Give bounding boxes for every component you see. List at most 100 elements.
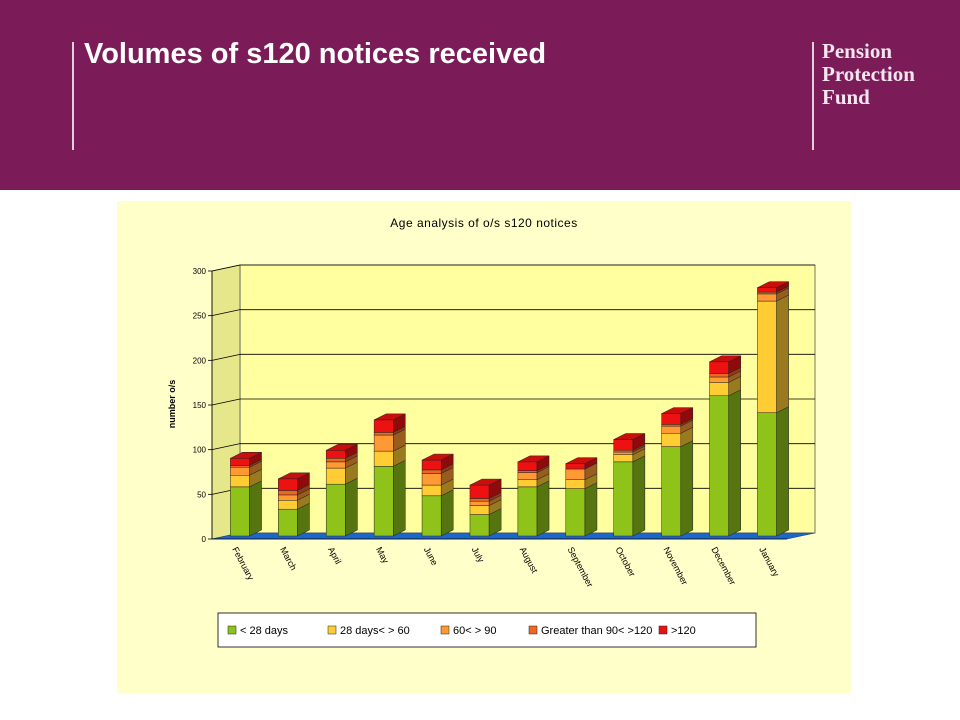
bar-segment <box>517 472 538 480</box>
bar-segment-side <box>632 455 646 537</box>
legend-entry: >120 <box>671 625 696 637</box>
bar-segment <box>613 451 634 455</box>
bar-segment <box>661 424 682 427</box>
x-tick-label: December <box>709 545 737 586</box>
bar-segment <box>469 500 490 506</box>
bar-segment <box>709 376 729 383</box>
bar-top <box>757 281 789 288</box>
bar-segment <box>278 478 298 491</box>
bar-segment-side <box>345 477 358 537</box>
bar-segment <box>469 514 490 537</box>
bar-segment <box>517 479 538 488</box>
gridline-side <box>211 353 241 361</box>
bar-segment <box>709 395 729 537</box>
bar-segment <box>421 473 442 486</box>
x-tick-label: November <box>661 545 689 586</box>
bar-segment <box>325 467 346 485</box>
x-tick-label: June <box>422 545 440 567</box>
bar-top <box>374 413 406 421</box>
y-axis-label: number o/s <box>167 380 177 429</box>
pension-protection-fund-logo: Pension Protection Fund <box>822 40 915 109</box>
bar-segment <box>613 449 634 453</box>
bar-segment <box>421 495 442 537</box>
bar-segment <box>469 498 490 502</box>
bar-segment-side <box>536 480 550 537</box>
bar-segment <box>517 461 538 472</box>
header-divider-right <box>812 42 814 150</box>
bar-segment <box>421 469 442 474</box>
bar-segment <box>373 450 394 467</box>
bar-segment <box>613 461 634 537</box>
x-tick-label: January <box>757 545 781 578</box>
gridline-side <box>211 264 241 272</box>
bar-segment <box>325 458 346 463</box>
bar-segment <box>325 461 346 469</box>
bar-top <box>278 472 310 480</box>
x-tick-label: February <box>230 545 256 582</box>
bar-segment <box>565 463 586 470</box>
bar-top <box>565 457 598 464</box>
bar-segment-side <box>393 459 406 537</box>
bar-segment <box>757 293 777 302</box>
bar-segment <box>565 468 586 480</box>
bar-top <box>326 443 358 451</box>
gridline-side <box>211 309 241 317</box>
bar-segment <box>469 484 490 499</box>
y-tick-label: 50 <box>197 490 206 499</box>
bar-segment <box>421 484 442 497</box>
bar-segment <box>661 446 682 537</box>
legend-swatch <box>440 625 450 635</box>
legend-swatch <box>528 625 538 635</box>
gridline-side <box>211 398 241 406</box>
age-analysis-chart: Age analysis of o/s s120 notices number … <box>167 216 816 648</box>
x-tick-label: October <box>614 545 638 578</box>
bar-segment <box>230 458 250 466</box>
bar-segment-side <box>680 440 694 537</box>
bar-segment <box>757 287 777 293</box>
bar-segment <box>613 454 634 463</box>
bar-segment-side <box>776 294 789 414</box>
legend-swatch <box>227 625 237 635</box>
bar-segment <box>373 466 394 537</box>
legend-swatch <box>327 625 337 635</box>
bar-segment-side <box>728 389 741 537</box>
plot-area: 0 50 100 150 200 250 300 February March April May J… <box>193 264 816 589</box>
chart-panel: Age analysis of o/s s120 notices number … <box>117 201 851 693</box>
legend: < 28 days 28 days< > 60 60< > 90 Greater th… <box>217 612 757 648</box>
bar-segment <box>757 412 777 537</box>
page-title: Volumes of s120 notices received <box>84 38 547 70</box>
bar-segment <box>278 490 298 496</box>
bar-segment <box>278 494 298 501</box>
bar-top <box>230 452 262 459</box>
bar-segment <box>278 508 298 537</box>
bar-segment <box>373 434 394 452</box>
bar-segment <box>373 432 394 436</box>
bar-segment <box>709 373 729 378</box>
bar-segment <box>325 449 346 459</box>
bar-segment <box>230 475 250 488</box>
bar-segment <box>661 433 682 447</box>
bar-segment <box>230 486 250 537</box>
bar-segment <box>517 486 538 537</box>
legend-swatch <box>658 625 668 635</box>
logo-line-1: Pension <box>822 39 893 63</box>
bar-segment-side <box>440 489 454 537</box>
bar-top <box>421 453 454 461</box>
bar-segment-side <box>249 480 262 537</box>
y-tick-label: 300 <box>193 267 207 276</box>
bar-segment <box>709 361 729 374</box>
bar-segment <box>709 382 729 396</box>
bar-top <box>517 455 550 463</box>
bar-segment <box>757 291 777 295</box>
bar-segment <box>278 500 298 510</box>
bar-top <box>661 407 693 414</box>
y-tick-label: 100 <box>193 446 207 455</box>
y-tick-label: 150 <box>193 401 207 410</box>
y-tick-label: 200 <box>193 356 207 365</box>
x-tick-label: May <box>374 545 391 565</box>
bar-segment-side <box>776 406 789 537</box>
x-tick-label: July <box>470 545 487 564</box>
bar-segment <box>661 413 682 425</box>
legend-entry: < 28 days <box>240 625 289 637</box>
legend-entry: 28 days< > 60 <box>340 625 410 637</box>
